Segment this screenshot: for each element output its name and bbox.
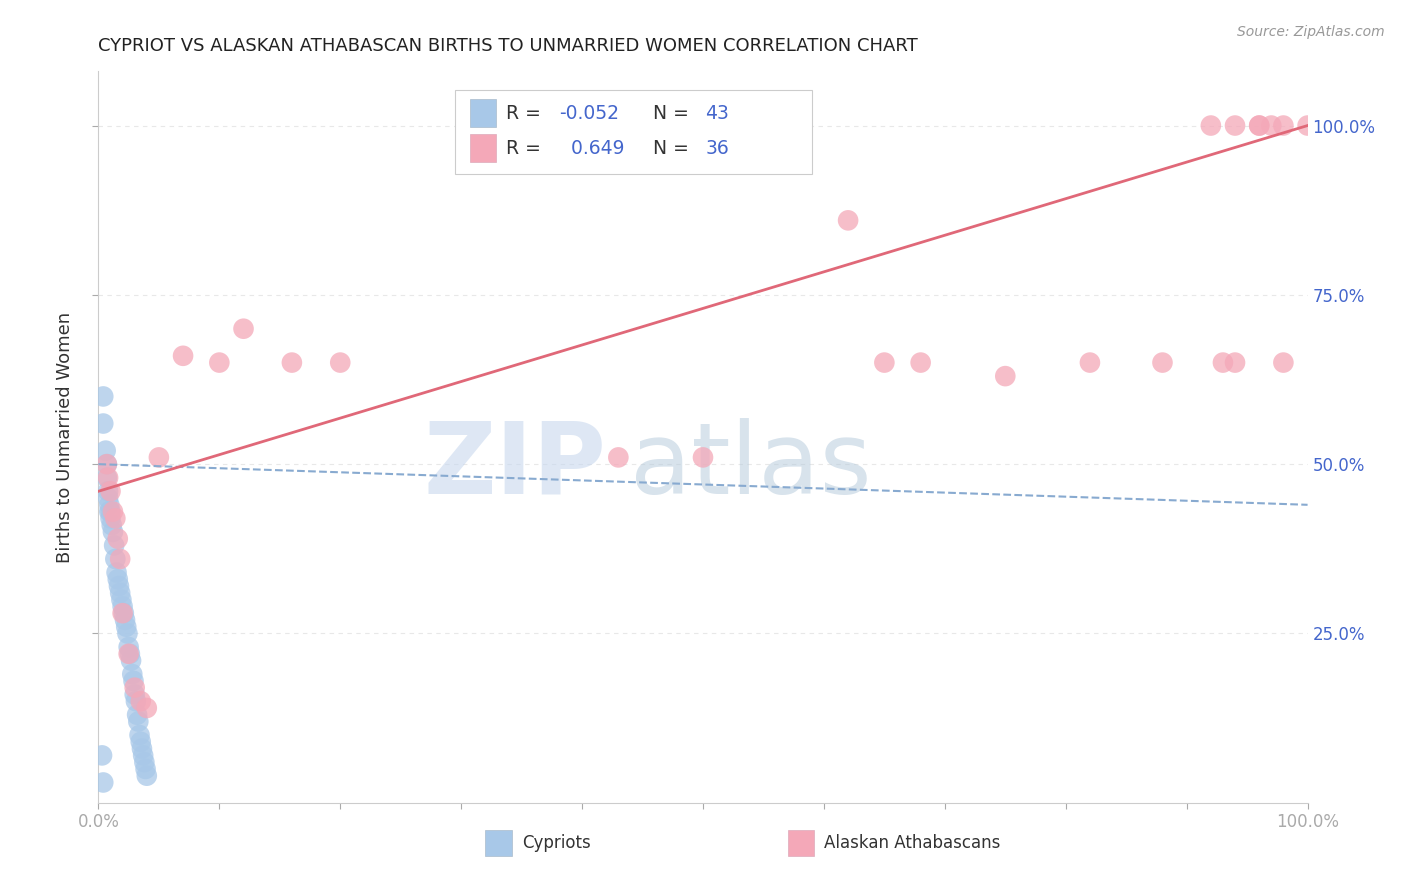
Point [124,681,146,695]
Point [121,667,143,681]
Bar [787,830,814,856]
Point [129,694,152,708]
Point [910,355,932,369]
Point [118,647,141,661]
Point [91,389,114,403]
Point [1249,119,1271,133]
Point [114,613,136,627]
Point [118,640,141,654]
Point [103,538,125,552]
Point [101,524,124,539]
Point [104,552,127,566]
Point [135,762,157,776]
Point [97,471,120,485]
Point [107,532,129,546]
Text: 36: 36 [706,138,730,158]
Point [1296,119,1319,133]
Text: 0.649: 0.649 [560,138,624,158]
Text: N =: N = [641,103,695,122]
Bar [485,830,512,856]
Point [108,579,131,593]
Text: R =: R = [506,138,547,158]
Point [107,572,129,586]
Point [1199,119,1222,133]
Text: 43: 43 [706,103,730,122]
Point [108,552,131,566]
Point [105,566,128,580]
Point [1260,119,1282,133]
Point [100,505,122,519]
Point [1223,119,1246,133]
Point [172,349,194,363]
Point [135,701,157,715]
Point [124,688,146,702]
Point [129,735,152,749]
Point [100,511,122,525]
Point [1223,355,1246,369]
Point [135,769,157,783]
Point [127,714,149,729]
Point [91,775,114,789]
Y-axis label: Births to Unmarried Women: Births to Unmarried Women [56,311,75,563]
Point [118,647,141,661]
Text: Alaskan Athabascans: Alaskan Athabascans [824,834,1000,852]
Point [115,620,138,634]
Point [837,213,859,227]
Point [1212,355,1234,369]
Point [100,484,122,499]
Point [994,369,1017,384]
Point [96,471,118,485]
Point [607,450,630,465]
Point [117,626,139,640]
Point [134,755,156,769]
Text: atlas: atlas [630,417,872,515]
Point [98,505,121,519]
Point [329,355,352,369]
Point [1249,119,1271,133]
Point [1078,355,1101,369]
Point [873,355,896,369]
Point [232,322,254,336]
Point [125,694,148,708]
Bar [456,90,811,174]
Point [97,491,120,505]
Bar [470,135,496,162]
Text: Source: ZipAtlas.com: Source: ZipAtlas.com [1237,25,1385,39]
Text: Cypriots: Cypriots [522,834,591,852]
Point [127,707,149,722]
Point [98,498,121,512]
Point [122,673,145,688]
Point [96,457,118,471]
Point [104,511,127,525]
Bar [470,99,496,127]
Point [101,505,124,519]
Point [108,586,131,600]
Point [1152,355,1174,369]
Point [111,606,134,620]
Point [100,518,122,533]
Point [132,748,155,763]
Point [97,484,120,499]
Point [1272,119,1295,133]
Point [128,728,150,742]
Point [1272,355,1295,369]
Point [91,748,114,763]
Point [111,599,134,614]
Point [692,450,714,465]
Text: CYPRIOT VS ALASKAN ATHABASCAN BIRTHS TO UNMARRIED WOMEN CORRELATION CHART: CYPRIOT VS ALASKAN ATHABASCAN BIRTHS TO … [98,37,918,54]
Point [148,450,170,465]
Point [120,654,142,668]
Point [208,355,231,369]
Text: -0.052: -0.052 [560,103,619,122]
Point [281,355,304,369]
Point [94,443,117,458]
Point [110,592,132,607]
Point [91,417,114,431]
Point [96,457,118,471]
Text: N =: N = [641,138,695,158]
Point [131,741,153,756]
Text: ZIP: ZIP [423,417,606,515]
Text: R =: R = [506,103,547,122]
Point [112,606,135,620]
